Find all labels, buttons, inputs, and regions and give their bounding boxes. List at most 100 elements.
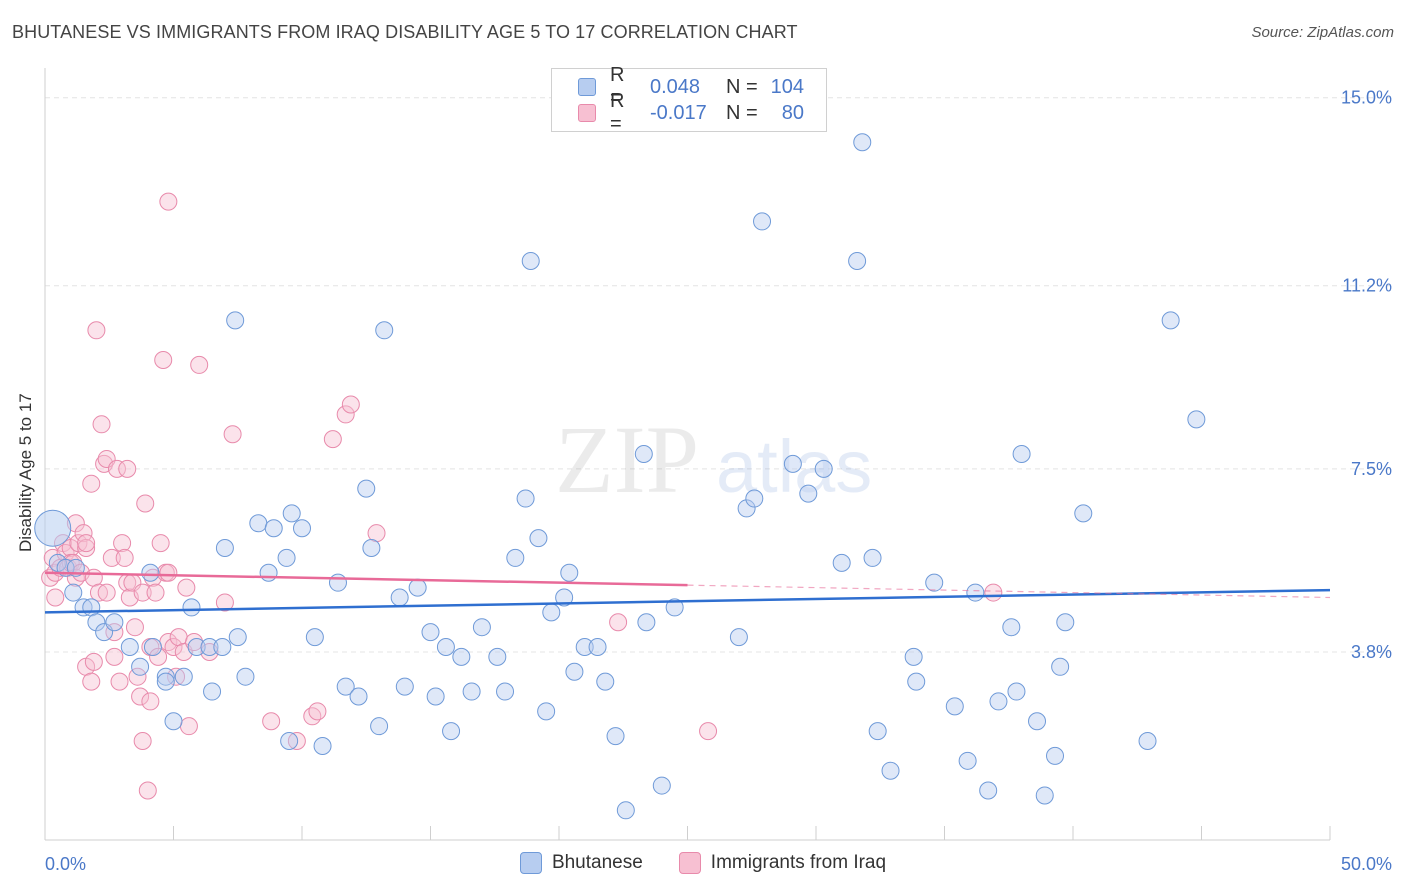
data-point-bhutanese xyxy=(832,553,851,572)
data-point-iraq xyxy=(138,781,157,800)
data-point-bhutanese xyxy=(282,504,301,523)
data-point-bhutanese xyxy=(249,514,268,533)
data-point-iraq xyxy=(136,494,155,513)
data-point-iraq xyxy=(303,707,322,726)
data-point-iraq xyxy=(125,618,144,637)
legend-swatch-blue xyxy=(578,78,596,96)
data-point-iraq xyxy=(341,395,360,414)
data-point-iraq xyxy=(308,702,327,721)
bhutanese-points xyxy=(34,133,1206,820)
data-point-bhutanese xyxy=(863,548,882,567)
data-point-bhutanese xyxy=(555,588,574,607)
data-point-bhutanese xyxy=(575,638,594,656)
data-point-bhutanese xyxy=(506,548,525,567)
data-point-iraq xyxy=(115,548,134,567)
data-point-bhutanese xyxy=(868,722,887,741)
data-point-iraq xyxy=(97,583,116,602)
data-point-bhutanese xyxy=(853,133,872,152)
data-point-iraq xyxy=(287,732,306,751)
data-point-iraq xyxy=(110,672,129,691)
data-point-bhutanese xyxy=(1187,410,1206,429)
data-point-bhutanese xyxy=(87,613,106,632)
data-point-iraq xyxy=(215,593,234,612)
data-point-bhutanese xyxy=(1002,618,1021,637)
data-point-bhutanese xyxy=(34,509,72,547)
data-point-bhutanese xyxy=(966,583,985,602)
data-point-iraq xyxy=(609,613,628,632)
data-point-bhutanese xyxy=(1138,732,1157,751)
data-point-iraq xyxy=(92,415,111,434)
data-point-bhutanese xyxy=(277,548,296,567)
data-point-iraq xyxy=(167,667,186,686)
data-point-bhutanese xyxy=(426,687,445,706)
data-point-bhutanese xyxy=(259,563,278,582)
data-point-bhutanese xyxy=(226,311,245,330)
legend-row-iraq: R = -0.017 N = 80 xyxy=(578,90,804,135)
data-point-bhutanese xyxy=(313,736,332,755)
legend-r-value: 0.048 xyxy=(650,75,701,98)
data-point-bhutanese xyxy=(783,454,802,473)
data-point-iraq xyxy=(154,350,173,369)
data-point-bhutanese xyxy=(141,563,160,582)
data-point-bhutanese xyxy=(989,692,1008,711)
watermark-atlas: atlas xyxy=(716,425,872,508)
data-point-iraq xyxy=(149,647,168,666)
data-point-iraq xyxy=(118,459,137,478)
data-point-iraq xyxy=(177,578,196,597)
data-point-bhutanese xyxy=(537,702,556,721)
data-point-bhutanese xyxy=(305,628,324,647)
data-point-iraq xyxy=(84,652,103,671)
trend-line-bhutanese xyxy=(44,588,1331,614)
data-point-bhutanese xyxy=(588,638,607,656)
data-point-iraq xyxy=(56,543,75,562)
y-tick-label: 3.8% xyxy=(1351,642,1392,662)
data-point-iraq xyxy=(190,355,209,374)
data-point-bhutanese xyxy=(979,781,998,800)
trend-line-iraq xyxy=(44,571,688,587)
series-legend: Bhutanese Immigrants from Iraq xyxy=(0,852,1406,874)
data-point-bhutanese xyxy=(958,751,977,770)
legend-r-label: R = xyxy=(610,64,625,109)
data-point-bhutanese xyxy=(1074,504,1093,523)
legend-n-value: 80 xyxy=(781,101,804,124)
data-point-bhutanese xyxy=(390,588,409,607)
data-point-iraq xyxy=(179,717,198,736)
data-point-bhutanese xyxy=(174,667,193,686)
data-point-bhutanese xyxy=(652,776,671,795)
data-point-bhutanese xyxy=(529,529,548,548)
data-point-bhutanese xyxy=(1035,786,1054,805)
legend-label-bhutanese: Bhutanese xyxy=(551,852,643,873)
data-point-bhutanese xyxy=(395,677,414,696)
data-point-iraq xyxy=(223,425,242,444)
x-tick-label: 0.0% xyxy=(45,854,86,874)
data-point-bhutanese xyxy=(488,647,507,666)
legend-r-value: -0.017 xyxy=(650,101,707,124)
data-point-iraq xyxy=(151,534,170,553)
data-point-bhutanese xyxy=(521,252,540,270)
data-point-bhutanese xyxy=(472,618,491,637)
data-point-iraq xyxy=(82,672,101,691)
data-point-bhutanese xyxy=(1056,613,1075,632)
legend-n-value: 104 xyxy=(770,75,804,98)
legend-row-bhutanese: R = 0.048 N = 104 xyxy=(578,64,804,109)
data-point-bhutanese xyxy=(904,647,923,666)
data-point-iraq xyxy=(159,192,178,211)
data-point-bhutanese xyxy=(156,667,175,686)
data-point-bhutanese xyxy=(606,727,625,746)
data-point-iraq xyxy=(336,405,355,424)
data-point-iraq xyxy=(146,583,165,602)
y-tick-label: 7.5% xyxy=(1351,459,1392,479)
data-point-bhutanese xyxy=(596,672,615,691)
data-point-iraq xyxy=(113,534,132,553)
legend-n-label: N = xyxy=(726,101,758,124)
data-point-bhutanese xyxy=(634,445,653,463)
chart-title: BHUTANESE VS IMMIGRANTS FROM IRAQ DISABI… xyxy=(12,22,798,42)
data-point-bhutanese xyxy=(1161,311,1180,330)
iraq-points xyxy=(41,192,1003,800)
data-point-iraq xyxy=(262,712,281,731)
data-point-bhutanese xyxy=(616,801,635,820)
y-axis-label: Disability Age 5 to 17 xyxy=(16,393,35,552)
data-point-bhutanese xyxy=(452,647,471,666)
data-point-iraq xyxy=(77,534,96,553)
